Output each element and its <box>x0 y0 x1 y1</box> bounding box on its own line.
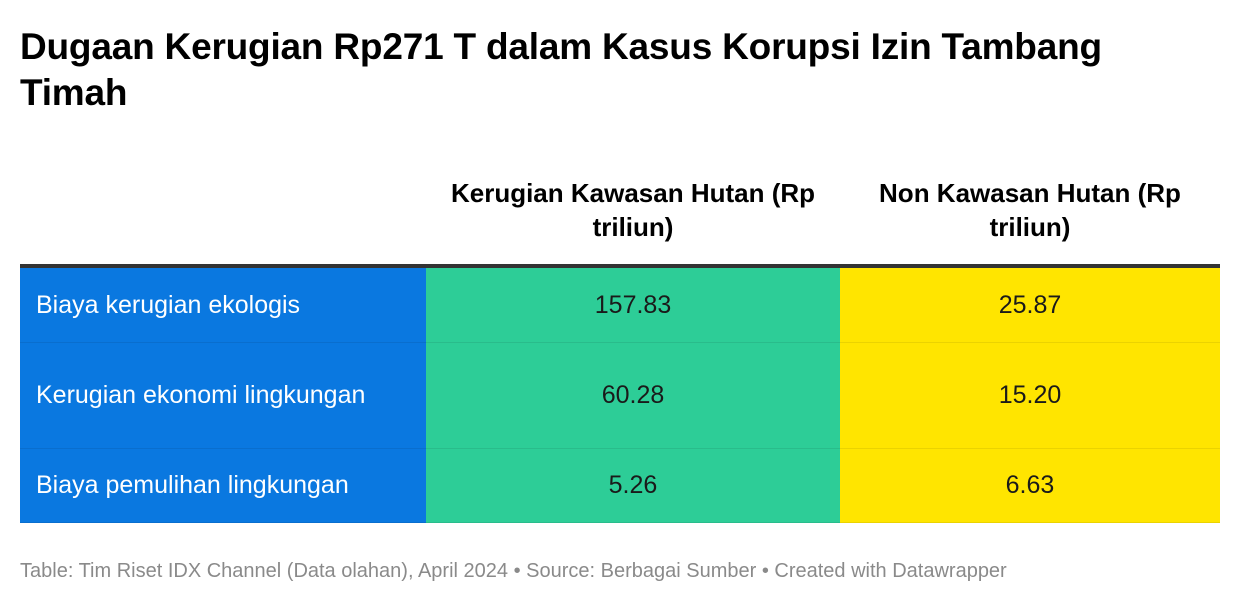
cell-non-kawasan-hutan: 6.63 <box>840 448 1220 523</box>
table-row: Kerugian ekonomi lingkungan 60.28 15.20 <box>20 342 1220 449</box>
cell-kawasan-hutan: 60.28 <box>426 342 840 449</box>
table-header-row: Kerugian Kawasan Hutan (Rp triliun) Non … <box>20 168 1220 268</box>
row-label: Kerugian ekonomi lingkungan <box>20 342 426 449</box>
chart-footer-source: Table: Tim Riset IDX Channel (Data olaha… <box>20 560 1007 582</box>
cell-non-kawasan-hutan: 15.20 <box>840 342 1220 449</box>
row-label: Biaya kerugian ekologis <box>20 266 426 343</box>
cell-kawasan-hutan: 5.26 <box>426 448 840 523</box>
table-row: Biaya pemulihan lingkungan 5.26 6.63 <box>20 448 1220 523</box>
chart-title: Dugaan Kerugian Rp271 T dalam Kasus Koru… <box>20 26 1102 113</box>
data-table-container: Kerugian Kawasan Hutan (Rp triliun) Non … <box>20 168 1220 523</box>
header-cell-non-kawasan-hutan: Non Kawasan Hutan (Rp triliun) <box>840 168 1220 268</box>
table-row: Biaya kerugian ekologis 157.83 25.87 <box>20 266 1220 343</box>
data-table: Kerugian Kawasan Hutan (Rp triliun) Non … <box>20 168 1220 523</box>
header-cell-label <box>20 168 426 268</box>
cell-non-kawasan-hutan: 25.87 <box>840 266 1220 343</box>
cell-kawasan-hutan: 157.83 <box>426 266 840 343</box>
row-label: Biaya pemulihan lingkungan <box>20 448 426 523</box>
header-cell-kawasan-hutan: Kerugian Kawasan Hutan (Rp triliun) <box>426 168 840 268</box>
